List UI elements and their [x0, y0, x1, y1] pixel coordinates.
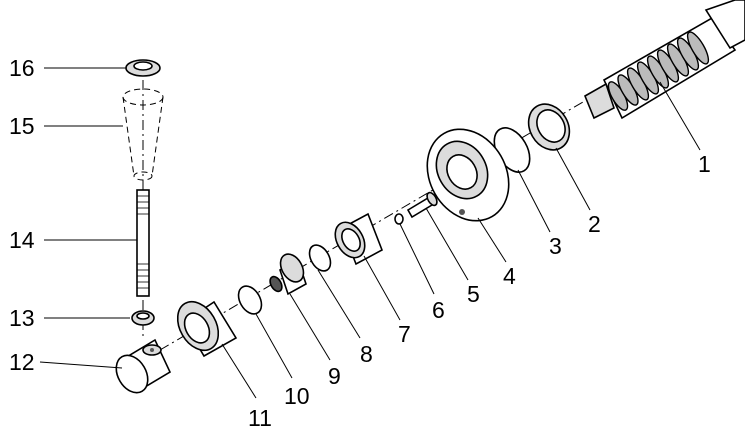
part-12-elbow: [115, 338, 172, 394]
part-14-threaded-rod: [136, 189, 150, 297]
callout-9: 9: [328, 363, 341, 389]
part-16-cap: [125, 59, 161, 77]
callout-7: 7: [398, 321, 411, 347]
part-15-dashed-cone: [122, 88, 164, 181]
part-11-housing: [176, 300, 238, 358]
callout-numbers: 1 2 3 4 5 6 7 8 9 10 11 12 13 14 15 16: [9, 55, 711, 431]
callout-14: 14: [9, 227, 35, 253]
assembly-axis: [159, 91, 601, 351]
callout-3: 3: [549, 233, 562, 259]
part-1-ribbed-body: [583, 0, 745, 120]
callout-11: 11: [248, 405, 272, 431]
callout-6: 6: [432, 297, 445, 323]
part-9-cartridge: [269, 253, 307, 296]
callout-13: 13: [9, 305, 35, 331]
callout-4: 4: [503, 263, 516, 289]
callout-1: 1: [698, 151, 711, 177]
part-13-nut: [131, 310, 155, 326]
part-2-threaded-ring: [527, 103, 571, 151]
part-10-ring: [237, 285, 263, 315]
part-5-screw: [406, 191, 438, 219]
callout-8: 8: [360, 341, 373, 367]
callout-12: 12: [9, 349, 35, 375]
leader-lines: [39, 67, 701, 399]
part-7-sleeve: [334, 212, 384, 266]
callout-2: 2: [588, 211, 601, 237]
callout-16: 16: [9, 55, 35, 81]
callout-15: 15: [9, 113, 35, 139]
part-6-washer: [394, 213, 404, 225]
part-8-ring: [308, 244, 332, 272]
callout-10: 10: [284, 383, 310, 409]
callout-5: 5: [467, 281, 480, 307]
part-4-flange: [426, 128, 510, 222]
